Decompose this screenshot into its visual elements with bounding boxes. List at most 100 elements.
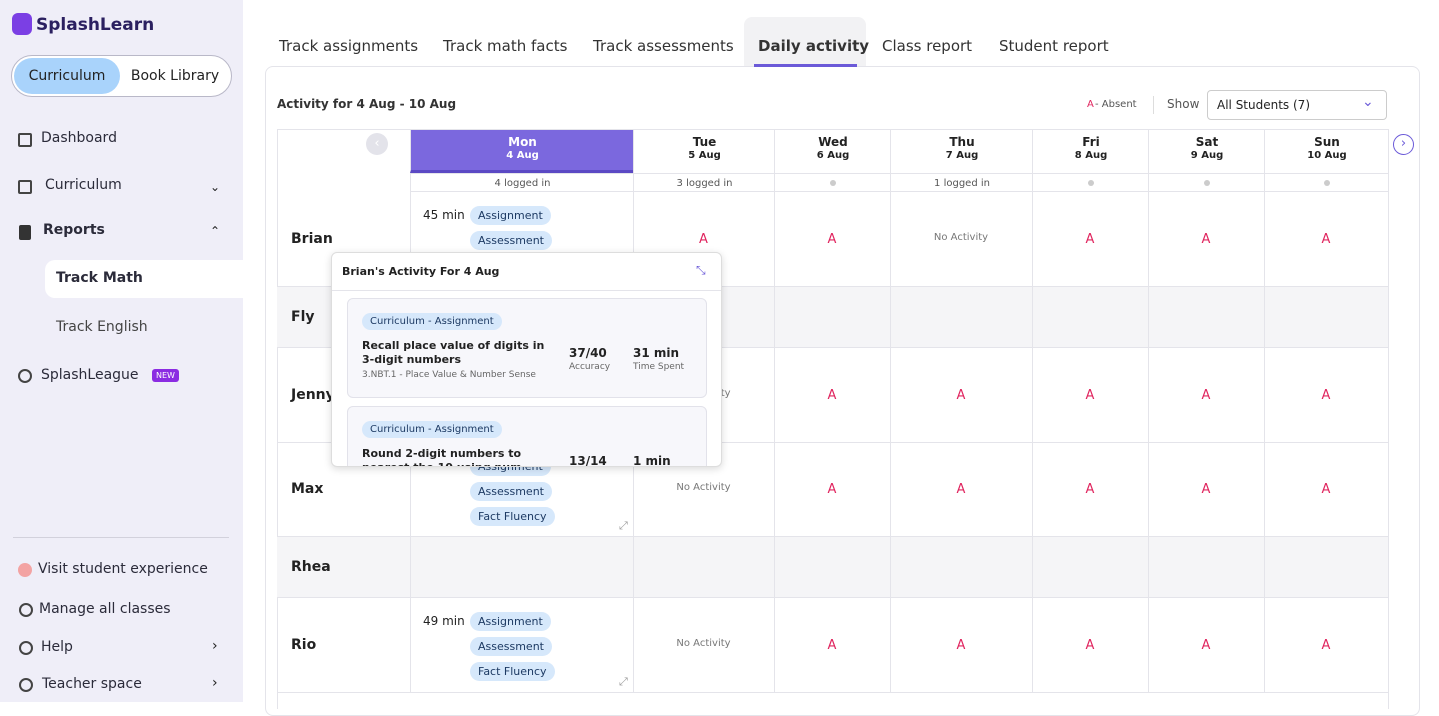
accuracy: 13/14 [569,454,607,467]
card-tag: Curriculum - Assignment [362,313,502,330]
tab[interactable]: Daily activity [758,37,870,55]
student-name[interactable]: Brian [291,230,333,247]
student-name[interactable]: Max [291,481,324,497]
sub-item[interactable]: Track English [56,319,148,335]
no-activity: No Activity [676,637,731,649]
cell [410,443,633,537]
chevron: ⌄ [210,180,221,194]
nav-item[interactable]: Dashboard [41,130,117,146]
chevron: › [212,675,218,691]
day: Sat [1195,135,1219,149]
absent: A [1085,637,1095,653]
student-select[interactable]: All Students (7) [1207,90,1387,120]
activity-tag[interactable]: Assignment [470,612,551,631]
day-header: Tue 5 Aug [633,130,774,173]
logged-cell: 4 logged in [410,173,633,192]
time-label: Time Spent [633,362,685,372]
nav-item[interactable]: Manage all classes [39,601,171,617]
cell [1264,348,1388,443]
toggle-button[interactable]: Book Library [130,68,220,84]
absent: A [956,387,966,403]
time-spent: 49 min [423,614,465,628]
day-header: Sat 9 Aug [1148,130,1264,173]
activity-tag[interactable]: Assessment [470,482,552,501]
cell [890,443,1032,537]
nav-item[interactable]: Visit student experience [38,561,208,577]
cell [774,192,890,287]
prev-week[interactable]: ‹ [366,133,388,155]
student-name[interactable]: Fly [291,308,315,325]
cell [774,443,890,537]
dot [1204,180,1210,186]
cell [633,192,774,287]
activity-tag[interactable]: Assessment [470,231,552,250]
next-week[interactable]: › [1393,134,1414,155]
cell [1148,443,1264,537]
nav-item[interactable]: Reports [43,222,105,238]
activity-tag[interactable]: Fact Fluency [470,507,555,526]
cell [633,443,774,537]
absent: A [827,387,837,403]
activity-tag[interactable]: Assignment [470,206,551,225]
collapse[interactable]: ⤡ [696,263,706,277]
logged-count: 1 logged in [934,178,990,189]
tab[interactable]: Student report [999,37,1109,55]
cell [774,598,890,693]
cell [890,287,1032,348]
nav-item[interactable]: Teacher space [42,676,142,692]
tab[interactable]: Track assessments [593,37,734,55]
absent: A [1085,387,1095,403]
absent: A [1321,231,1331,247]
absent: A [827,231,837,247]
logged-count: 4 logged in [494,178,551,189]
divider [1153,96,1154,114]
absent: A [956,482,966,497]
tab[interactable]: Class report [882,37,973,55]
row [277,443,1388,537]
absent: A [1321,387,1331,403]
cell [890,348,1032,443]
absent: A [1201,482,1211,497]
icon [19,603,33,617]
cell [410,598,633,693]
day: Fri [1082,135,1100,149]
tab[interactable]: Track assignments [279,37,419,55]
day: Wed [818,135,848,149]
toggle-button[interactable]: Curriculum [14,58,120,94]
absent: A [1201,231,1211,247]
tab[interactable]: Track math facts [443,37,568,55]
card-standard: 3.NBT.1 - Place Value & Number Sense [362,370,536,380]
nav-item[interactable]: Help [41,639,73,655]
time-spent: 45 min [423,208,465,222]
date: 10 Aug [1307,150,1347,161]
student-name[interactable]: Rhea [291,558,331,575]
cell [1264,598,1388,693]
date: 4 Aug [506,150,539,161]
date: 5 Aug [688,150,721,161]
student-name[interactable]: Rio [291,636,317,653]
absent: A [1201,387,1211,403]
row [277,348,1388,443]
icon [19,678,33,692]
nav-item[interactable]: SplashLeague [41,367,139,383]
cell [1032,443,1148,537]
cell [890,192,1032,287]
cell [1148,537,1264,598]
cell [1148,192,1264,287]
row [277,192,1388,287]
logged-count: 3 logged in [676,178,733,189]
day-header: Mon 4 Aug [410,130,633,173]
nav-item[interactable]: Curriculum [45,177,122,193]
cell [774,287,890,348]
sub-item[interactable]: Track Math [56,270,143,286]
day-header: Sun 10 Aug [1264,130,1388,173]
divider [13,537,229,538]
activity-tag[interactable]: Fact Fluency [470,662,555,681]
chevron: › [212,638,218,654]
activity-tag[interactable]: Assessment [470,637,552,656]
absent: A [1201,637,1211,653]
student-name[interactable]: Jenny [291,386,335,403]
date: 8 Aug [1074,150,1108,161]
time: 1 min [633,454,671,467]
